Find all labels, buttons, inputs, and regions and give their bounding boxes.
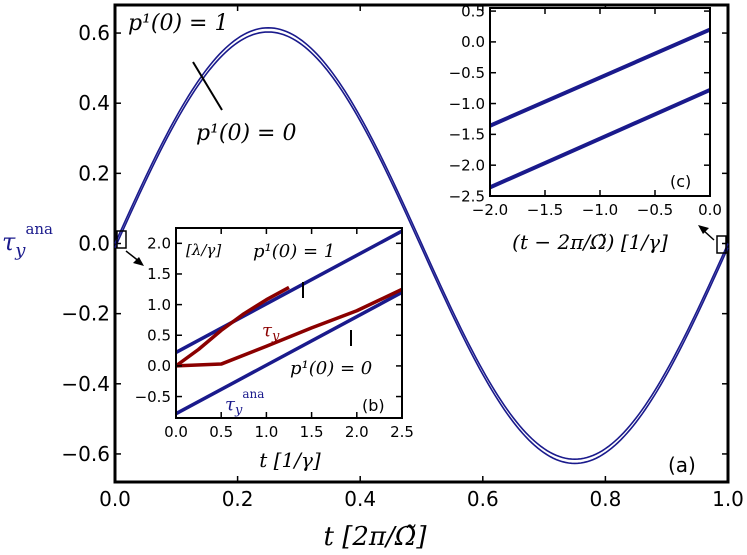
- inset-b-ytick-label: 1.5: [147, 265, 171, 283]
- inset-b-xtick-label: 1.0: [254, 423, 278, 441]
- inset-b-frame: [175, 227, 403, 419]
- inset-b-ytick-label: 0.0: [147, 357, 171, 375]
- main-ytick-label: 0.6: [78, 21, 110, 45]
- panel-b-label: (b): [362, 396, 385, 415]
- main-ytick-label: 0.0: [78, 232, 110, 256]
- main-xtick-label: 0.2: [222, 487, 254, 511]
- inset-c-ytick-label: −2.0: [449, 156, 485, 174]
- inset-b-xtick-label: 1.5: [300, 423, 324, 441]
- inset-c-background: [490, 8, 710, 196]
- inset-b-y-label: [λ/γ]: [186, 241, 221, 259]
- main-series-0: [114, 26, 729, 461]
- main-xtick-label: 1.0: [712, 487, 744, 511]
- zoom-box-right: [716, 235, 727, 254]
- inset-b-ytick-label: 1.0: [147, 296, 171, 314]
- main-xtick-label: 0.4: [344, 487, 376, 511]
- annotation-p1: p¹(0) = 1: [128, 11, 228, 36]
- main-xtick-label: 0.8: [589, 487, 621, 511]
- inset-b-annotation-p0: p¹(0) = 0: [290, 358, 372, 379]
- inset-c-series-1: [489, 88, 711, 190]
- inset-b-ytick-label: −0.5: [135, 388, 171, 406]
- inset-b-xtick-label: 0.0: [164, 423, 188, 441]
- inset-c-series-0: [489, 27, 711, 128]
- inset-b-xtick-label: 2.5: [390, 423, 414, 441]
- inset-b-series-2: [174, 285, 290, 368]
- inset-b-series-0: [175, 229, 403, 354]
- main-ytick-label: −0.4: [61, 372, 110, 396]
- inset-b-ytick-label: 0.5: [147, 327, 171, 345]
- main-annotations: p¹(0) = 1 p¹(0) = 0 (a): [128, 11, 696, 477]
- inset-b-xtick-label: 2.0: [345, 423, 369, 441]
- inset-b-series-1: [175, 290, 403, 416]
- inset-c-ytick-label: −0.5: [449, 64, 485, 82]
- inset-c-xtick-label: −1.0: [582, 201, 618, 219]
- inset-c-x-label: (t − 2π/Ω̃) [1/γ]: [512, 230, 668, 254]
- inset-b-series-3: [175, 287, 403, 368]
- main-ytick-label: 0.4: [78, 91, 110, 115]
- panel-c-label: (c): [670, 172, 691, 191]
- inset-c-ytick-label: 0.0: [461, 33, 485, 51]
- main-ytick-label: −0.6: [61, 442, 110, 466]
- inset-c-ytick-label: 0.5: [461, 2, 485, 20]
- inset-c-ytick-label: −1.5: [449, 126, 485, 144]
- inset-c-ytick-label: −2.5: [449, 187, 485, 205]
- inset-c-xtick-label: −0.5: [637, 201, 673, 219]
- panel-a-label: (a): [668, 453, 696, 477]
- inset-c-xtick-label: 0.0: [698, 201, 722, 219]
- annotation-p0: p¹(0) = 0: [196, 121, 296, 146]
- inset-b-x-label: t [1/γ]: [259, 448, 321, 472]
- zoom-box-left: [116, 230, 127, 249]
- main-ytick-label: 0.2: [78, 161, 110, 185]
- inset-b-xtick-label: 0.5: [209, 423, 233, 441]
- main-xtick-label: 0.0: [99, 487, 131, 511]
- main-ytick-label: −0.2: [61, 302, 110, 326]
- main-xtick-label: 0.6: [467, 487, 499, 511]
- inset-b-ytick-label: 2.0: [147, 235, 171, 253]
- inset-c-xtick-label: −1.5: [527, 201, 563, 219]
- main-y-label: τyana: [2, 220, 53, 261]
- main-series-1: [114, 31, 729, 465]
- main-x-label: t [2π/Ω̃]: [324, 522, 428, 552]
- inset-c-ytick-label: −1.0: [449, 95, 485, 113]
- inset-b-annotation-p1: p¹(0) = 1: [253, 241, 335, 262]
- inset-c-xtick-label: −2.0: [472, 201, 508, 219]
- inset-b-background: [176, 228, 402, 418]
